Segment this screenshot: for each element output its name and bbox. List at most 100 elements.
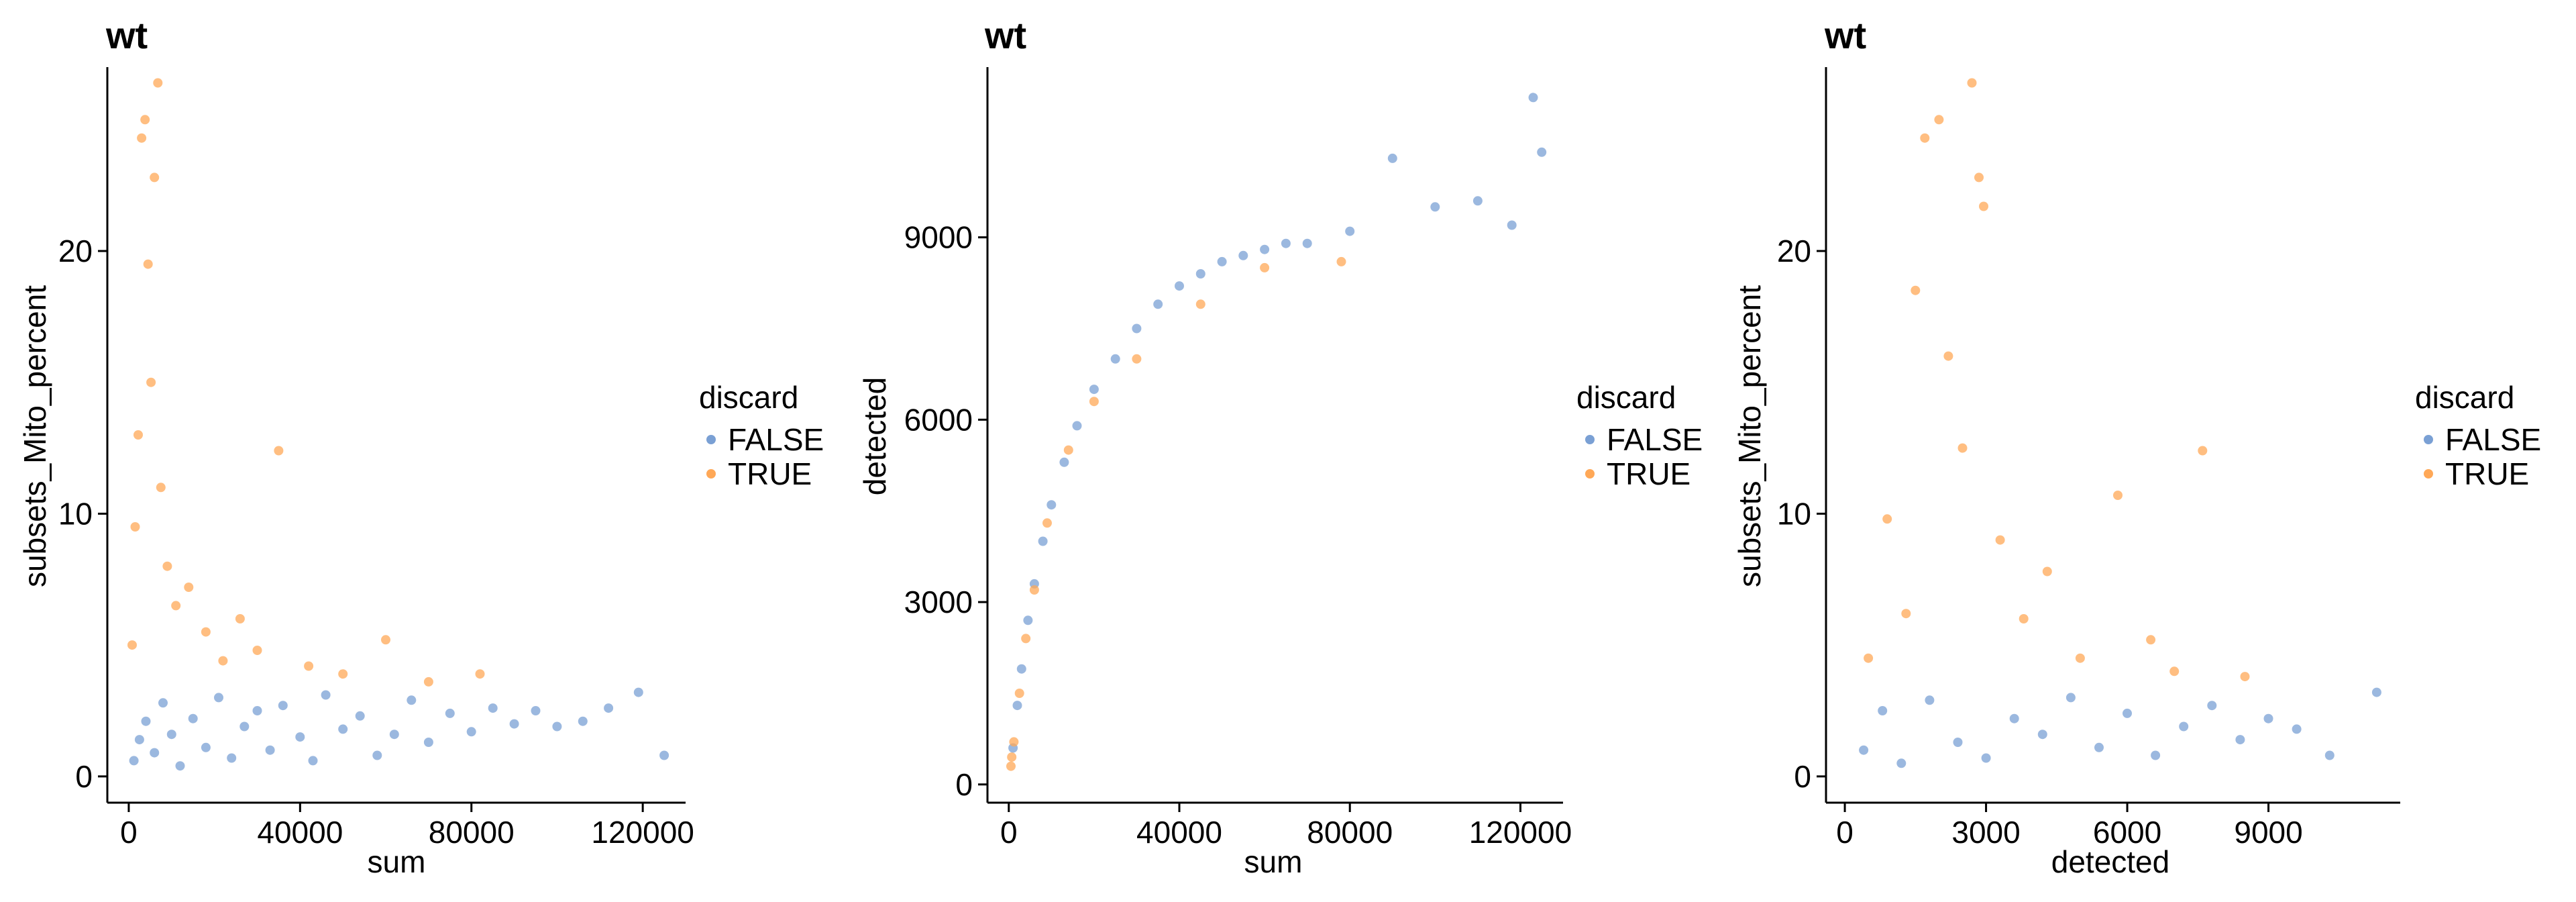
panel-2-title: wt bbox=[984, 14, 1026, 56]
panel-3-point-false-6 bbox=[2009, 713, 2019, 723]
panel-1-y-tick-label-2: 20 bbox=[58, 234, 93, 268]
panel-1-legend-label-true: TRUE bbox=[728, 456, 812, 491]
panel-3-x-tick-label-1: 3000 bbox=[1951, 815, 2020, 850]
panel-1-legend-label-false: FALSE bbox=[728, 422, 824, 457]
panel-1-point-false-15 bbox=[295, 732, 305, 742]
panel-1-point-true-12 bbox=[184, 583, 194, 592]
panel-2-x-axis-label: sum bbox=[1244, 844, 1303, 879]
panel-2-point-false-13 bbox=[1175, 281, 1184, 291]
panel-3-y-ticks: 0 10 20 bbox=[1777, 234, 1826, 794]
panel-3-point-true-5 bbox=[1934, 115, 1944, 125]
panel-1-point-false-22 bbox=[407, 695, 417, 705]
panel-3-x-tick-label-3: 9000 bbox=[2234, 815, 2302, 850]
panel-2-y-tick-label-3: 9000 bbox=[904, 220, 973, 255]
panel-2-point-false-18 bbox=[1281, 238, 1291, 248]
panel-1-point-true-22 bbox=[475, 669, 485, 679]
panel-1-point-false-27 bbox=[509, 719, 519, 729]
panel-3-x-tick-label-0: 0 bbox=[1836, 815, 1854, 850]
panel-1-y-tick-label-0: 0 bbox=[75, 759, 93, 794]
panel-2-legend: discard FALSE TRUE bbox=[1576, 380, 1703, 491]
panel-1-point-true-8 bbox=[153, 78, 163, 88]
panel-3-point-true-0 bbox=[1864, 653, 1874, 663]
panel-1-legend-title: discard bbox=[699, 380, 798, 415]
panel-1-x-axis-label: sum bbox=[368, 844, 426, 879]
panel-2-points bbox=[1006, 93, 1547, 771]
panel-1-point-true-15 bbox=[235, 614, 245, 623]
panel-3-point-false-12 bbox=[2179, 721, 2189, 732]
panel-3-point-false-0 bbox=[1859, 745, 1869, 755]
panel-1-point-true-16 bbox=[252, 646, 262, 655]
panel-2-point-false-10 bbox=[1110, 354, 1120, 364]
panel-1-point-true-20 bbox=[381, 635, 390, 645]
panel-2-point-true-7 bbox=[1063, 445, 1073, 455]
panel-2: wt 0 40000 80000 120000 0 3000 6000 9000 sum d… bbox=[857, 14, 1703, 879]
panel-3-x-ticks: 0 3000 6000 9000 bbox=[1836, 803, 2303, 850]
panel-1-point-false-3 bbox=[150, 748, 160, 758]
panel-1-point-true-5 bbox=[143, 259, 153, 269]
panel-3-point-false-18 bbox=[2371, 687, 2381, 697]
panel-3-y-tick-label-1: 10 bbox=[1777, 496, 1811, 531]
panel-1-x-tick-label-3: 120000 bbox=[591, 815, 694, 850]
panel-2-x-tick-label-2: 80000 bbox=[1307, 815, 1393, 850]
panel-2-point-true-1 bbox=[1007, 752, 1017, 762]
panel-3-legend-title: discard bbox=[2415, 380, 2514, 415]
panel-2-point-false-8 bbox=[1072, 421, 1082, 431]
panel-1-x-tick-label-2: 80000 bbox=[429, 815, 515, 850]
panel-3-point-false-17 bbox=[2324, 750, 2334, 760]
panel-3-point-false-11 bbox=[2151, 750, 2161, 760]
panel-1-point-false-13 bbox=[265, 745, 275, 755]
panel-2-point-false-11 bbox=[1132, 323, 1142, 334]
panel-1-point-false-18 bbox=[338, 724, 348, 734]
panel-2-point-true-5 bbox=[1029, 585, 1039, 595]
panel-1-point-false-0 bbox=[129, 756, 139, 766]
panel-1-point-false-33 bbox=[659, 750, 669, 760]
panel-3-y-tick-label-2: 20 bbox=[1777, 234, 1811, 268]
panel-3-point-false-7 bbox=[2037, 730, 2047, 740]
panel-2-point-false-22 bbox=[1430, 202, 1440, 212]
panel-2-y-ticks: 0 3000 6000 9000 bbox=[904, 220, 987, 802]
panel-1-point-false-1 bbox=[134, 735, 144, 745]
panel-2-x-tick-label-1: 40000 bbox=[1136, 815, 1222, 850]
panel-2-point-true-8 bbox=[1089, 397, 1099, 407]
panel-2-point-true-10 bbox=[1195, 299, 1205, 309]
panel-1-point-true-17 bbox=[274, 446, 284, 456]
panel-3-legend: discard FALSE TRUE bbox=[2415, 380, 2541, 491]
panel-2-point-true-9 bbox=[1132, 354, 1142, 364]
panel-3-point-true-17 bbox=[2169, 666, 2180, 676]
panel-1-points bbox=[127, 78, 669, 771]
panel-2-point-false-16 bbox=[1238, 250, 1248, 260]
panel-2-point-false-20 bbox=[1345, 226, 1355, 236]
panel-3-point-true-3 bbox=[1911, 285, 1921, 295]
panel-1-point-false-21 bbox=[389, 730, 399, 740]
panel-1-point-false-14 bbox=[278, 701, 288, 711]
panel-1-legend-key-true bbox=[706, 469, 716, 479]
panel-1-y-ticks: 0 10 20 bbox=[58, 234, 107, 794]
panel-1-x-tick-label-0: 0 bbox=[120, 815, 138, 850]
panel-1-point-false-12 bbox=[252, 706, 262, 715]
panel-3-points bbox=[1859, 78, 2381, 768]
panel-2-point-false-23 bbox=[1472, 196, 1483, 206]
panel-2-point-true-4 bbox=[1021, 634, 1031, 644]
panel-1-point-true-13 bbox=[201, 627, 211, 637]
panel-1-x-ticks: 0 40000 80000 120000 bbox=[120, 803, 694, 850]
panel-3-point-true-11 bbox=[1995, 535, 2005, 545]
panel-2-y-axis-label: detected bbox=[857, 377, 892, 495]
panel-1-point-false-19 bbox=[355, 711, 365, 721]
panel-1-point-true-1 bbox=[130, 522, 140, 532]
panel-2-y-tick-label-1: 3000 bbox=[904, 585, 973, 619]
panel-2-point-false-6 bbox=[1046, 500, 1057, 510]
panel-3-point-true-6 bbox=[1943, 351, 1953, 361]
panel-2-point-true-6 bbox=[1042, 518, 1052, 528]
panel-3-point-true-14 bbox=[2075, 653, 2085, 663]
panel-2-point-true-11 bbox=[1260, 262, 1270, 272]
panel-3-point-true-7 bbox=[1957, 443, 1968, 453]
panel-3-point-true-19 bbox=[2240, 672, 2250, 682]
panel-1-point-false-2 bbox=[141, 716, 151, 726]
panel-1-point-false-6 bbox=[175, 761, 185, 771]
panel-3-point-false-14 bbox=[2235, 735, 2245, 745]
panel-3-point-true-18 bbox=[2198, 446, 2208, 456]
panel-3-point-false-3 bbox=[1925, 695, 1935, 705]
panel-1-point-false-5 bbox=[166, 730, 176, 740]
panel-2-legend-title: discard bbox=[1576, 380, 1676, 415]
